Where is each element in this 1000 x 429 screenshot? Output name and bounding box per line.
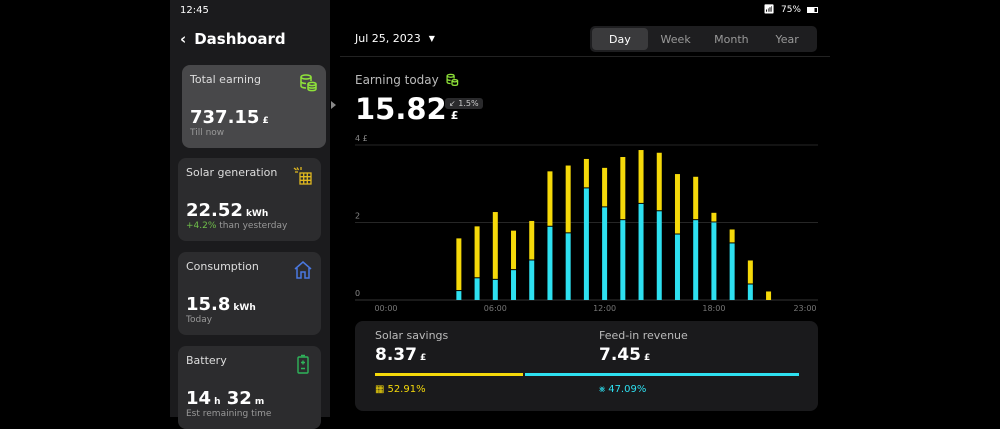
bar-feed-in [656,211,662,300]
caret-down-icon: ▼ [428,34,435,43]
tab-week[interactable]: Week [660,32,691,46]
battery-icon [297,354,309,374]
bar-feed-in [492,279,498,300]
card-title: Consumption [186,260,259,273]
feed-share-bar [525,373,799,376]
status-time: 12:45 [180,5,209,16]
battery-status-icon [807,7,818,13]
y-tick-label: 0 [355,289,360,298]
bar-feed-in [693,220,699,300]
bar-feed-in [747,284,753,300]
change-badge: ↙ 1.5% [445,98,483,109]
bar-feed-in [583,188,589,300]
card-value: 737.15 £ [190,107,269,128]
bar-feed-in [638,203,644,300]
earning-value: 15.82 £ [355,92,459,126]
bar-solar-savings [620,157,626,220]
bar-solar-savings [747,260,753,284]
card-sub: +4.2% than yesterday [186,221,288,231]
bar-feed-in [474,278,480,300]
card-sub: Est remaining time [186,409,272,419]
solar-panel-icon: ▦ [375,384,385,395]
back-button[interactable]: ‹ Dashboard [180,30,286,48]
solar-panel-icon [293,167,312,185]
bar-feed-in [620,220,626,300]
bar-solar-savings [766,291,772,300]
earning-chart: 0 2 4 £ 00:00 06:00 12:00 18:00 23:00 [355,134,818,313]
bar-solar-savings [474,226,480,278]
card-value: 22.52 kWh [186,200,269,221]
page-title: Dashboard [194,30,286,48]
bar-solar-savings [583,158,589,188]
card-battery[interactable]: Battery 14 h 32 m Est remaining time [178,346,321,429]
date-label: Jul 25, 2023 [355,32,421,45]
bar-feed-in [565,233,571,300]
y-tick-label: 4 £ [355,134,368,143]
bar-solar-savings [693,176,699,220]
x-tick-label: 00:00 [374,304,397,313]
card-value: 14 h 32 m [186,388,265,409]
card-value: 15.8 kWh [186,294,256,315]
pylon-icon: ⨳ [599,384,606,395]
chevron-left-icon: ‹ [180,30,187,48]
solar-savings-value: 8.37 £ [375,345,427,365]
coins-icon [300,74,317,92]
bar-feed-in [674,234,680,300]
period-tabs: Day Week Month Year [590,26,817,52]
coins-icon [446,73,458,86]
solar-savings-label: Solar savings [375,329,449,342]
feed-in-label: Feed-in revenue [599,329,688,342]
battery-level: 75% [780,5,801,15]
card-title: Solar generation [186,166,278,179]
main-panel: 📶︎ 75% Jul 25, 2023 ▼ Day Week Month Year… [340,0,830,417]
bar-solar-savings [492,212,498,279]
card-title: Battery [186,354,227,367]
bar-solar-savings [529,220,535,260]
tab-year[interactable]: Year [775,32,799,46]
divider [340,56,830,57]
x-tick-label: 23:00 [793,304,816,313]
earning-title: Earning today [355,73,459,87]
tab-day[interactable]: Day [592,28,648,50]
card-total-earning[interactable]: Total earning 737.15 £ Till now [182,65,326,148]
card-sub: Today [186,315,213,325]
bar-solar-savings [511,230,517,270]
tab-month[interactable]: Month [714,32,749,46]
solar-pct: ▦ 52.91% [375,384,426,395]
bar-feed-in [456,291,462,300]
solar-share-bar [375,373,523,376]
status-bar: 📶︎ 75% [764,5,818,15]
card-solar-generation[interactable]: Solar generation 22.52 kWh +4.2% than yes… [178,158,321,241]
bar-solar-savings [565,165,571,233]
y-tick-label: 2 [355,212,360,221]
bar-feed-in [511,270,517,300]
date-picker[interactable]: Jul 25, 2023 ▼ [355,32,435,45]
bar-feed-in [711,222,717,300]
sidebar: 12:45 ‹ Dashboard Total earning 737.15 £ T… [170,0,330,429]
card-consumption[interactable]: Consumption 15.8 kWh Today [178,252,321,335]
bar-solar-savings [638,150,644,203]
bar-solar-savings [729,229,735,243]
summary-panel: Solar savings 8.37 £ Feed-in revenue 7.45… [355,321,818,411]
bar-solar-savings [711,212,717,222]
bar-solar-savings [656,152,662,211]
bar-solar-savings [602,167,608,207]
bar-solar-savings [547,171,553,226]
feed-in-value: 7.45 £ [599,345,651,365]
bar-feed-in [729,243,735,300]
bar-solar-savings [674,174,680,234]
wifi-icon: 📶︎ [763,5,775,15]
bar-solar-savings [456,238,462,291]
card-title: Total earning [190,73,262,86]
selected-indicator-icon [331,101,336,109]
x-tick-label: 06:00 [484,304,507,313]
x-tick-label: 12:00 [593,304,616,313]
house-icon [294,261,312,279]
bar-feed-in [529,260,535,300]
bar-feed-in [547,226,553,300]
card-sub: Till now [190,128,225,138]
x-tick-label: 18:00 [702,304,725,313]
feed-pct: ⨳ 47.09% [599,384,647,395]
bar-feed-in [602,207,608,300]
